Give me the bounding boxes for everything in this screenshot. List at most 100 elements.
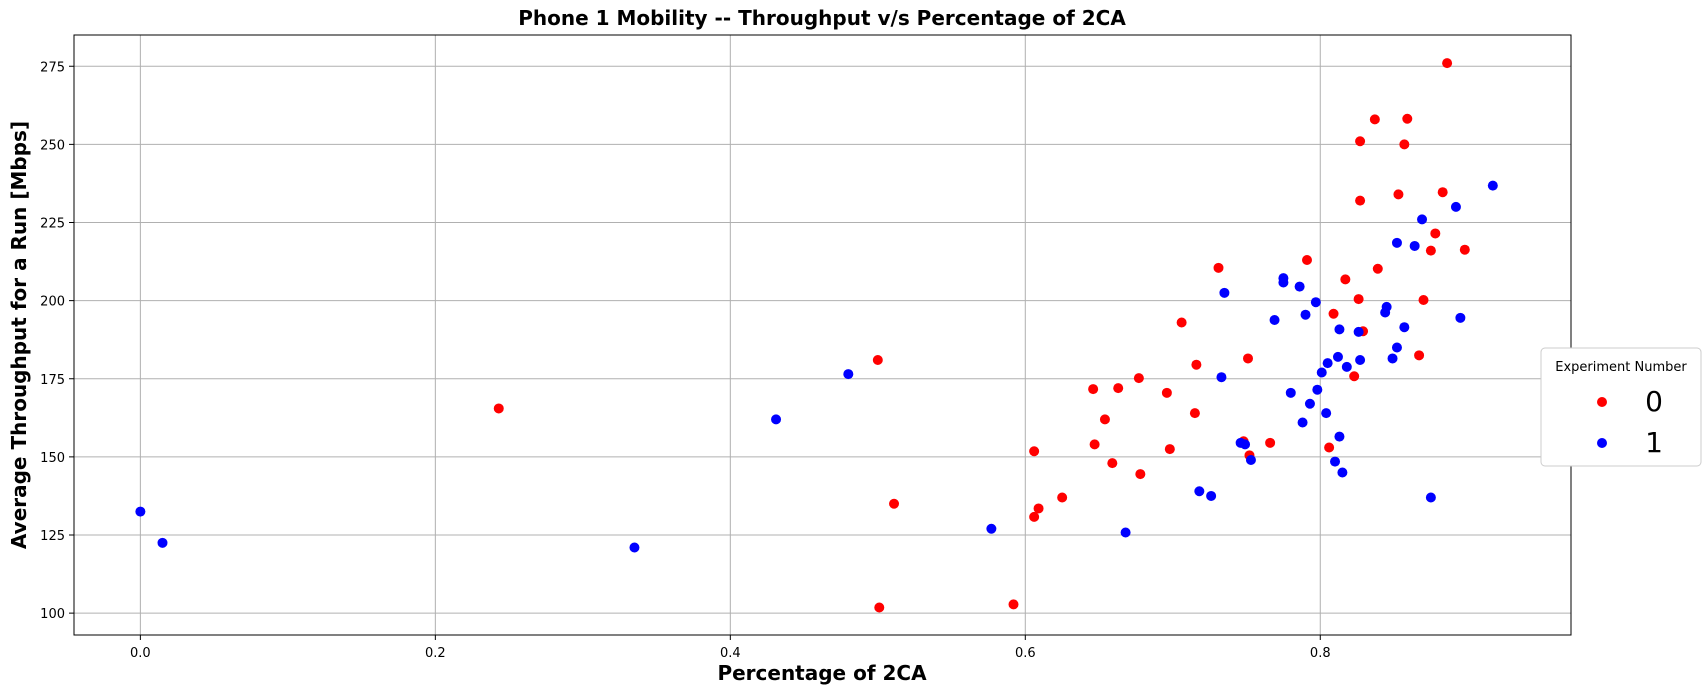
data-point-experiment-0	[1355, 195, 1366, 206]
data-point-experiment-1	[1425, 492, 1436, 503]
data-point-experiment-0	[1057, 492, 1068, 503]
data-point-experiment-1	[1300, 309, 1311, 320]
data-point-experiment-1	[135, 506, 146, 517]
data-point-experiment-0	[1213, 262, 1224, 273]
data-point-experiment-1	[629, 542, 640, 553]
data-point-experiment-1	[1278, 277, 1289, 288]
data-point-experiment-0	[1393, 189, 1404, 200]
data-point-experiment-0	[1191, 359, 1202, 370]
data-point-experiment-1	[1353, 326, 1364, 337]
data-point-experiment-1	[1245, 455, 1256, 465]
data-point-experiment-1	[1391, 237, 1402, 248]
data-point-experiment-0	[1089, 439, 1100, 450]
data-point-experiment-0	[1029, 446, 1040, 457]
data-point-experiment-0	[1008, 599, 1019, 610]
data-point-experiment-0	[1324, 442, 1335, 453]
data-point-experiment-1	[1391, 342, 1402, 353]
data-point-experiment-0	[1113, 383, 1124, 394]
y-axis-label: Average Throughput for a Run [Mbps]	[7, 121, 31, 549]
data-point-experiment-1	[1285, 387, 1296, 398]
data-point-experiment-0	[1349, 371, 1360, 382]
y-tick-label: 225	[40, 217, 65, 232]
data-point-experiment-0	[1340, 274, 1351, 285]
data-point-experiment-1	[1334, 324, 1345, 335]
chart-title: Phone 1 Mobility -- Throughput v/s Perce…	[518, 6, 1126, 30]
data-point-experiment-1	[1334, 431, 1345, 442]
data-point-experiment-0	[1328, 308, 1339, 319]
data-point-experiment-0	[1372, 263, 1383, 274]
y-tick-label: 175	[40, 373, 65, 388]
data-point-experiment-1	[1321, 408, 1332, 419]
plot-area-frame	[73, 34, 1572, 636]
data-point-experiment-1	[1330, 456, 1341, 467]
data-point-experiment-1	[157, 537, 168, 548]
data-point-experiment-1	[1294, 281, 1305, 292]
data-point-experiment-0	[1033, 503, 1044, 514]
legend-label-experiment-0: 0	[1645, 385, 1663, 418]
data-point-experiment-1	[1240, 439, 1251, 450]
data-point-experiment-1	[1487, 180, 1498, 191]
data-point-experiment-1	[1450, 201, 1461, 212]
data-point-experiment-0	[493, 403, 504, 414]
legend-marker-experiment-0	[1597, 397, 1607, 407]
data-point-experiment-1	[986, 523, 997, 534]
data-point-experiment-1	[1310, 297, 1321, 308]
data-point-experiment-1	[1417, 214, 1428, 225]
y-tick-label: 100	[40, 607, 65, 622]
y-tick-label: 125	[40, 529, 65, 544]
x-tick-label: 0.4	[720, 646, 741, 661]
data-point-experiment-1	[1312, 384, 1323, 395]
legend-title: Experiment Number	[1555, 360, 1687, 375]
x-tick-label: 0.8	[1310, 646, 1331, 661]
data-point-experiment-1	[771, 414, 782, 425]
data-point-experiment-0	[1088, 384, 1099, 395]
data-point-experiment-0	[1161, 387, 1172, 398]
x-axis-ticks: 0.0 0.2 0.4 0.6 0.8	[130, 635, 1331, 661]
data-point-experiment-0	[1099, 414, 1110, 425]
data-point-experiment-0	[1301, 255, 1312, 265]
grid	[74, 35, 1571, 635]
data-point-experiment-1	[1206, 490, 1217, 501]
data-point-experiment-0	[872, 355, 883, 365]
data-point-experiment-0	[874, 602, 885, 613]
legend: Experiment Number 0 1	[1540, 347, 1702, 467]
data-point-experiment-0	[1176, 317, 1187, 328]
y-axis-ticks: 100 125 150 175 200 225 250 275	[40, 60, 74, 622]
data-point-experiment-1	[1219, 287, 1230, 298]
y-tick-label: 250	[40, 138, 65, 153]
data-point-experiment-1	[1297, 417, 1308, 428]
data-point-experiment-0	[889, 498, 900, 509]
data-point-experiment-1	[1387, 353, 1398, 364]
data-point-experiment-1	[1269, 315, 1280, 325]
x-tick-label: 0.0	[130, 646, 151, 661]
data-points	[135, 58, 1498, 613]
x-tick-label: 0.6	[1015, 646, 1036, 661]
data-point-experiment-1	[843, 369, 854, 380]
data-point-experiment-0	[1459, 244, 1470, 255]
data-point-experiment-0	[1133, 373, 1144, 384]
data-point-experiment-1	[1332, 351, 1343, 362]
data-point-experiment-1	[1194, 486, 1205, 497]
data-point-experiment-1	[1216, 372, 1227, 383]
data-point-experiment-0	[1107, 458, 1118, 469]
data-point-experiment-1	[1316, 367, 1327, 378]
data-point-experiment-0	[1355, 136, 1366, 147]
data-point-experiment-1	[1120, 527, 1131, 538]
y-tick-label: 200	[40, 295, 65, 310]
data-point-experiment-1	[1355, 355, 1366, 365]
data-point-experiment-0	[1399, 139, 1410, 150]
y-tick-label: 150	[40, 451, 65, 466]
data-point-experiment-0	[1189, 408, 1200, 419]
data-point-experiment-0	[1369, 114, 1380, 125]
data-point-experiment-0	[1029, 511, 1040, 522]
legend-marker-experiment-1	[1597, 438, 1607, 448]
x-tick-label: 0.2	[425, 646, 446, 661]
data-point-experiment-0	[1164, 444, 1175, 455]
data-point-experiment-0	[1414, 350, 1425, 361]
data-point-experiment-1	[1399, 322, 1410, 333]
data-point-experiment-1	[1455, 312, 1466, 323]
data-point-experiment-0	[1442, 58, 1453, 69]
data-point-experiment-0	[1425, 245, 1436, 256]
data-point-experiment-1	[1322, 358, 1333, 369]
